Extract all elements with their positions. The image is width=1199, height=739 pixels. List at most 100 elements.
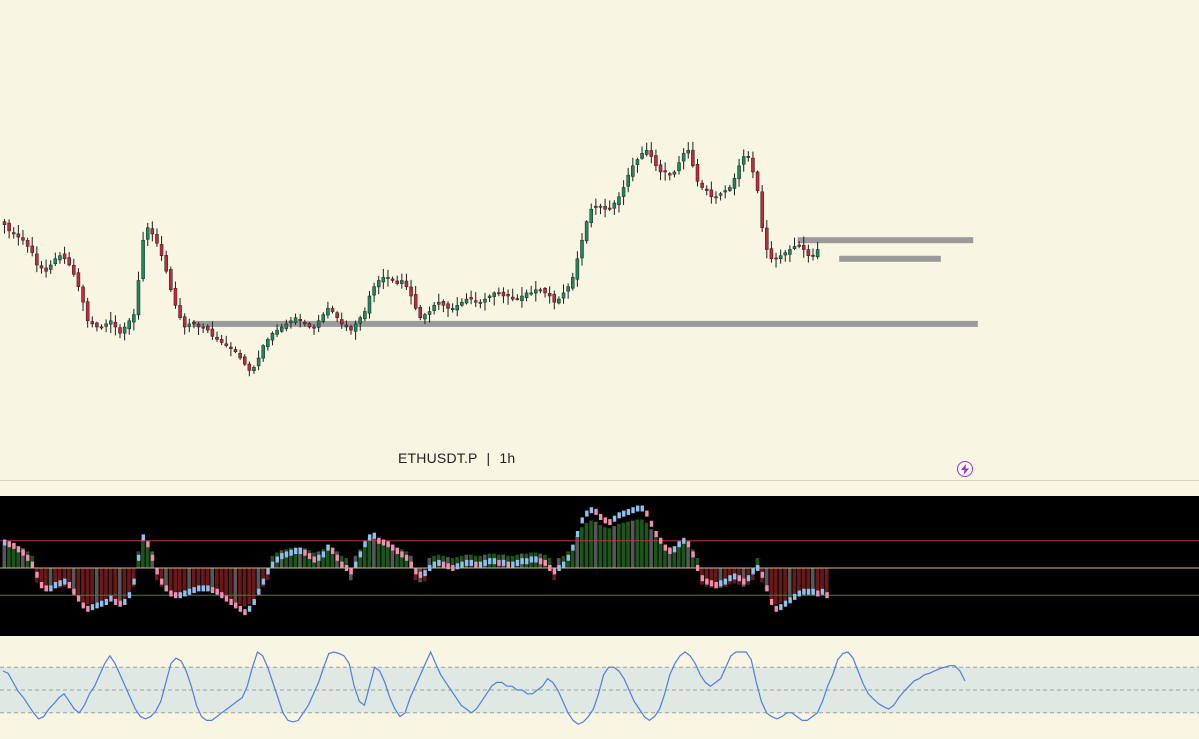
candle bbox=[178, 298, 182, 320]
candle-body bbox=[732, 177, 737, 189]
osc-dot bbox=[682, 537, 686, 544]
histogram-bar bbox=[145, 542, 150, 568]
osc-dot bbox=[825, 592, 829, 599]
candle bbox=[510, 288, 515, 302]
histogram-bar bbox=[686, 542, 690, 568]
histogram-bar bbox=[774, 568, 778, 605]
histogram-bar bbox=[108, 568, 113, 598]
candle-body bbox=[109, 320, 113, 325]
osc-dot bbox=[252, 599, 256, 605]
candle-body bbox=[806, 249, 811, 256]
price-chart-pane[interactable] bbox=[0, 0, 1199, 480]
candle bbox=[654, 149, 658, 172]
osc-dot bbox=[783, 600, 788, 607]
candle bbox=[649, 142, 654, 164]
pane-divider[interactable] bbox=[0, 480, 1199, 481]
osc-dot bbox=[113, 599, 118, 605]
candle-body bbox=[99, 326, 104, 329]
candle bbox=[783, 249, 788, 262]
histogram-bar bbox=[16, 545, 20, 568]
candle-body bbox=[769, 248, 774, 260]
osc-dot bbox=[525, 558, 529, 565]
candle bbox=[16, 225, 21, 246]
candle-body bbox=[210, 328, 215, 337]
histogram-bar bbox=[251, 568, 256, 600]
histogram-bar bbox=[612, 526, 616, 568]
osc-dot bbox=[649, 520, 654, 527]
osc-dot bbox=[529, 556, 534, 563]
candle bbox=[21, 229, 25, 245]
histogram-bar bbox=[201, 568, 205, 592]
candle-body bbox=[566, 286, 570, 292]
osc-dot bbox=[580, 517, 584, 524]
candle bbox=[298, 314, 302, 328]
candle bbox=[81, 284, 85, 312]
candle-body bbox=[603, 206, 607, 210]
candle-body bbox=[571, 277, 575, 289]
candle-body bbox=[247, 363, 252, 371]
histogram-bar bbox=[681, 540, 686, 568]
candle bbox=[446, 301, 450, 317]
osc-dot bbox=[543, 559, 547, 566]
osc-dot bbox=[793, 593, 797, 600]
osc-dot bbox=[696, 565, 700, 571]
candle bbox=[400, 273, 404, 289]
candle-body bbox=[746, 156, 751, 158]
candle-body bbox=[737, 165, 741, 180]
candle-body bbox=[76, 272, 81, 287]
candle-body bbox=[492, 292, 496, 297]
osc-dot bbox=[261, 578, 266, 585]
osc-dot bbox=[234, 602, 238, 609]
candle bbox=[90, 316, 95, 328]
candle bbox=[150, 221, 155, 242]
osc-dot bbox=[728, 575, 732, 582]
candlestick-chart[interactable] bbox=[0, 0, 1199, 480]
osc-dot bbox=[418, 571, 423, 578]
histogram-bar bbox=[704, 568, 709, 587]
candle-body bbox=[7, 222, 11, 232]
osc-dot bbox=[141, 534, 145, 541]
candle bbox=[252, 365, 256, 374]
candle-body bbox=[395, 280, 399, 284]
histogram-bar bbox=[621, 522, 626, 568]
candle bbox=[109, 311, 113, 334]
candle bbox=[206, 324, 210, 334]
candle bbox=[769, 241, 774, 263]
histogram-bar bbox=[663, 544, 667, 568]
candle-body bbox=[2, 221, 7, 225]
candle-body bbox=[658, 164, 663, 173]
osc-dot bbox=[534, 556, 538, 563]
candle bbox=[187, 318, 192, 333]
candle-body bbox=[284, 323, 289, 329]
candle-body bbox=[473, 300, 478, 303]
osc-dot bbox=[598, 514, 603, 520]
histogram-bar bbox=[580, 527, 584, 568]
osc-dot bbox=[173, 592, 178, 599]
candle-body bbox=[580, 239, 584, 259]
osc-dot bbox=[520, 558, 524, 565]
histogram-bar bbox=[279, 550, 284, 568]
candle bbox=[423, 312, 427, 325]
candle-body bbox=[510, 296, 515, 300]
candle-body bbox=[543, 288, 547, 294]
rsi-pane[interactable] bbox=[0, 648, 1199, 739]
osc-dot bbox=[67, 582, 72, 588]
histogram-bar bbox=[450, 558, 455, 568]
osc-dot bbox=[756, 565, 760, 571]
histogram-bar bbox=[455, 556, 459, 568]
osc-dot bbox=[35, 571, 39, 578]
candle bbox=[62, 246, 67, 264]
candle-body bbox=[460, 301, 464, 306]
lightning-bolt-icon[interactable] bbox=[957, 461, 973, 477]
oscillator-pane[interactable] bbox=[0, 496, 1199, 636]
osc-dot bbox=[705, 578, 709, 585]
osc-dot bbox=[769, 599, 774, 605]
osc-dot bbox=[377, 537, 381, 544]
candle bbox=[104, 319, 108, 333]
osc-dot bbox=[183, 590, 187, 597]
osc-dot bbox=[146, 541, 150, 548]
histogram-bar bbox=[168, 568, 173, 595]
histogram-bar bbox=[635, 519, 640, 568]
histogram-bar bbox=[67, 568, 71, 589]
candle bbox=[589, 203, 593, 228]
